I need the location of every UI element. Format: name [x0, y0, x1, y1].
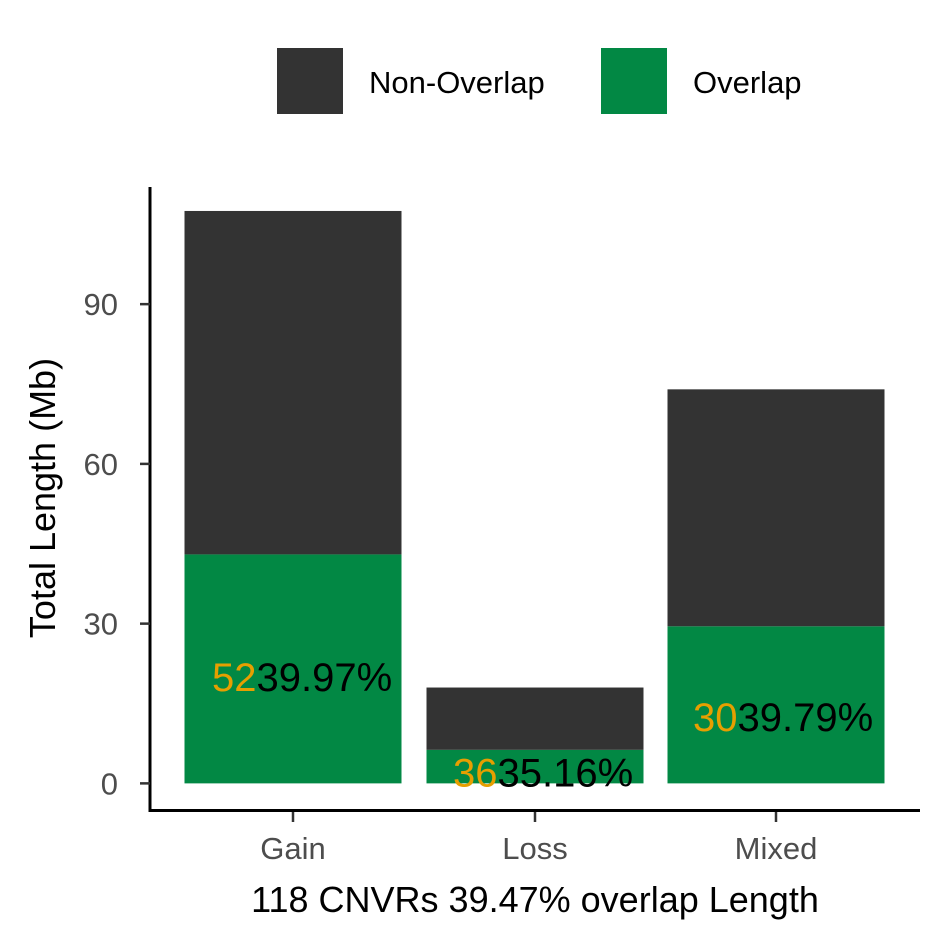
x-tick-label-loss: Loss [502, 831, 567, 866]
bar-label-percent: 35.16% [498, 752, 634, 796]
bar-label-gain: 5239.97% [212, 656, 392, 700]
bars [184, 210, 885, 784]
bar-label-count: 52 [212, 656, 257, 700]
x-tick-label-mixed: Mixed [735, 831, 818, 866]
legend-label-overlap: Overlap [693, 65, 802, 100]
bar-gain-non-overlap [184, 210, 402, 555]
bar-label-percent: 39.97% [257, 656, 393, 700]
bar-mixed-non-overlap [667, 389, 885, 627]
legend-key-non-overlap [277, 48, 343, 114]
bar-loss-overlap [426, 749, 644, 784]
y-axis-title: Total Length (Mb) [22, 358, 63, 638]
y-tick-label: 90 [84, 287, 118, 322]
bar-label-percent: 39.79% [738, 696, 874, 740]
x-ticks: Gain Loss Mixed [260, 812, 817, 866]
bar-label-mixed: 3039.79% [693, 696, 873, 740]
y-tick-label: 0 [101, 766, 118, 801]
bar-loss-non-overlap [426, 687, 644, 750]
bar-mixed-overlap [667, 626, 885, 784]
y-ticks: 0 30 60 90 [84, 287, 150, 801]
legend-key-overlap [601, 48, 667, 114]
legend: Non-Overlap Overlap [277, 48, 802, 114]
x-axis-title: 118 CNVRs 39.47% overlap Length [251, 879, 819, 920]
axes [148, 187, 920, 812]
y-tick-label: 60 [84, 447, 118, 482]
x-tick-label-gain: Gain [260, 831, 325, 866]
bar-label-loss: 3635.16% [453, 752, 633, 796]
bar-labels: 5239.97% 3635.16% 3039.79% [212, 656, 873, 796]
y-tick-label: 30 [84, 607, 118, 642]
bar-label-count: 36 [453, 752, 498, 796]
legend-label-non-overlap: Non-Overlap [369, 65, 545, 100]
bar-label-count: 30 [693, 696, 738, 740]
bar-gain-overlap [184, 554, 402, 784]
